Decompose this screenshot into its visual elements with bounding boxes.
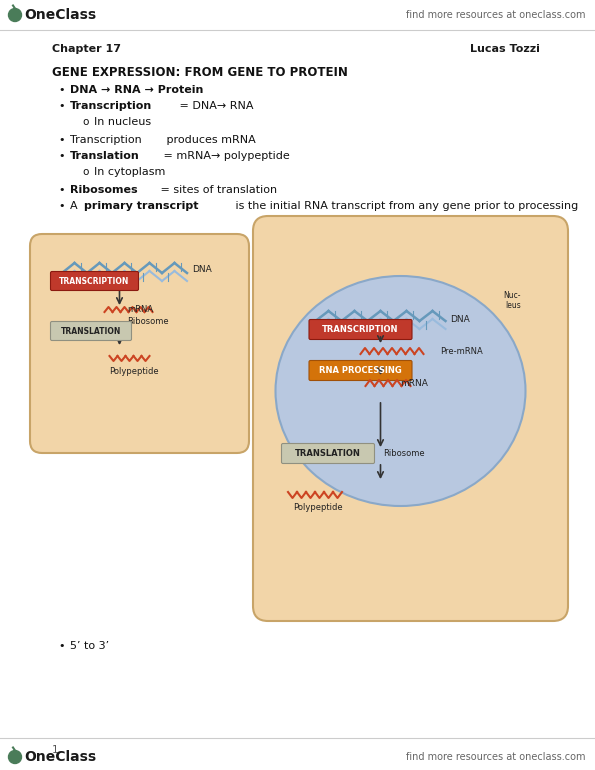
- Text: Lucas Tozzi: Lucas Tozzi: [470, 44, 540, 54]
- Text: DNA: DNA: [192, 266, 212, 274]
- Text: produces mRNA: produces mRNA: [162, 135, 255, 145]
- Text: 5’ to 3’: 5’ to 3’: [70, 641, 109, 651]
- Text: = DNA→ RNA: = DNA→ RNA: [176, 101, 253, 111]
- Text: A: A: [70, 201, 81, 211]
- Text: = sites of translation: = sites of translation: [157, 185, 277, 195]
- Text: In nucleus: In nucleus: [94, 117, 151, 127]
- FancyBboxPatch shape: [281, 444, 374, 464]
- FancyBboxPatch shape: [309, 360, 412, 380]
- Text: •: •: [58, 641, 64, 651]
- Text: DNA: DNA: [450, 316, 470, 324]
- Text: find more resources at oneclass.com: find more resources at oneclass.com: [406, 752, 585, 762]
- Text: •: •: [58, 101, 64, 111]
- FancyBboxPatch shape: [51, 272, 139, 290]
- Circle shape: [8, 8, 21, 22]
- Text: is the initial RNA transcript from any gene prior to processing: is the initial RNA transcript from any g…: [232, 201, 578, 211]
- Ellipse shape: [275, 276, 525, 506]
- Text: mRNA: mRNA: [127, 306, 154, 314]
- Text: Pre-mRNA: Pre-mRNA: [440, 347, 483, 357]
- Text: o: o: [82, 167, 89, 177]
- FancyBboxPatch shape: [30, 234, 249, 453]
- Text: Ribosomes: Ribosomes: [70, 185, 137, 195]
- Text: GENE EXPRESSION: FROM GENE TO PROTEIN: GENE EXPRESSION: FROM GENE TO PROTEIN: [52, 66, 348, 79]
- Text: •: •: [58, 85, 64, 95]
- Text: Polypeptide: Polypeptide: [109, 367, 159, 377]
- FancyBboxPatch shape: [51, 322, 131, 340]
- Text: RNA PROCESSING: RNA PROCESSING: [319, 366, 402, 375]
- Text: primary transcript: primary transcript: [84, 201, 199, 211]
- Text: TRANSLATION: TRANSLATION: [295, 449, 361, 458]
- Text: find more resources at oneclass.com: find more resources at oneclass.com: [406, 10, 585, 20]
- Text: OneClass: OneClass: [24, 8, 96, 22]
- Text: Nuc-
leus: Nuc- leus: [503, 291, 521, 310]
- Text: Polypeptide: Polypeptide: [293, 504, 343, 513]
- Text: •: •: [58, 135, 64, 145]
- Text: = mRNA→ polypeptide: = mRNA→ polypeptide: [160, 151, 290, 161]
- Text: mRNA: mRNA: [400, 380, 428, 389]
- Text: o: o: [82, 117, 89, 127]
- Text: OneClass: OneClass: [24, 750, 96, 764]
- Text: Chapter 17: Chapter 17: [52, 44, 121, 54]
- FancyBboxPatch shape: [253, 216, 568, 621]
- Text: TRANSLATION: TRANSLATION: [61, 326, 121, 336]
- Text: 1: 1: [52, 745, 59, 755]
- Text: •: •: [58, 201, 64, 211]
- Circle shape: [8, 751, 21, 764]
- Text: Translation: Translation: [70, 151, 140, 161]
- Text: TRANSCRIPTION: TRANSCRIPTION: [60, 276, 130, 286]
- Text: Ribosome: Ribosome: [383, 448, 425, 457]
- Text: Transcription: Transcription: [70, 135, 142, 145]
- Text: In cytoplasm: In cytoplasm: [94, 167, 165, 177]
- Text: Ribosome: Ribosome: [127, 317, 169, 326]
- Text: •: •: [58, 151, 64, 161]
- Text: TRANSCRIPTION: TRANSCRIPTION: [322, 325, 399, 334]
- Text: Transcription: Transcription: [70, 101, 152, 111]
- Text: DNA → RNA → Protein: DNA → RNA → Protein: [70, 85, 203, 95]
- FancyBboxPatch shape: [309, 320, 412, 340]
- Text: •: •: [58, 185, 64, 195]
